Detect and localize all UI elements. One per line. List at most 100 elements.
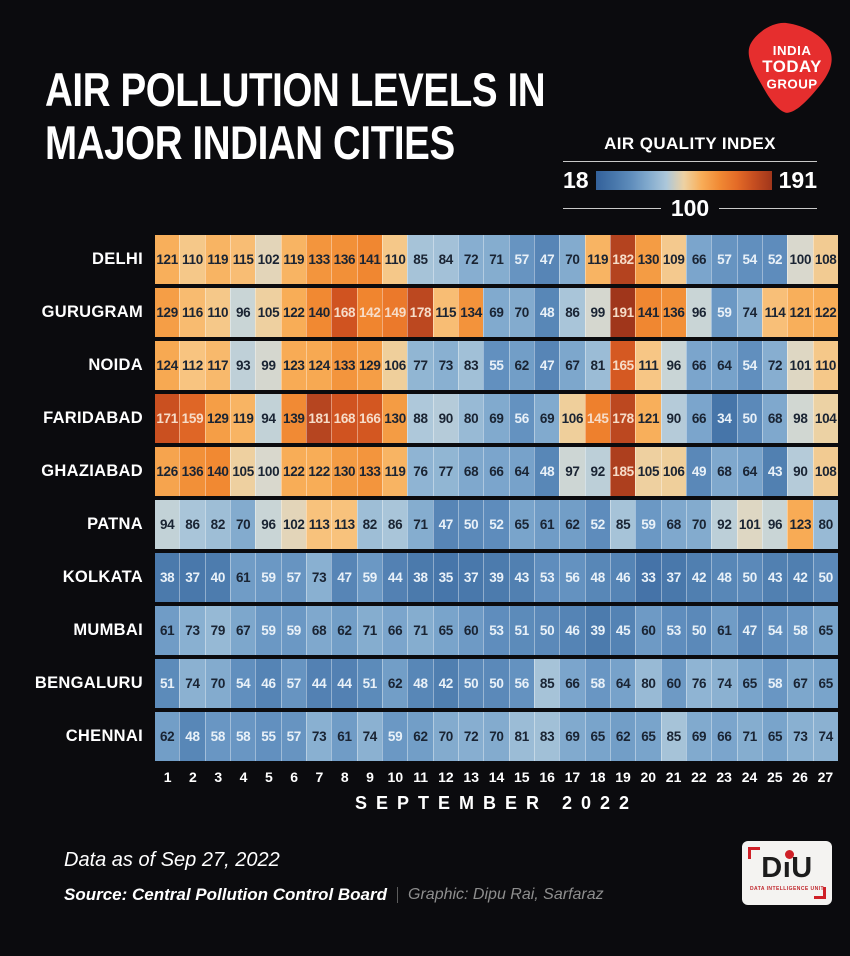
day-tick-label: 5 (264, 769, 273, 785)
heatmap-row: BENGALURU 51 74 70 54 46 57 44 44 51 62 48 42 50 50 56 8… (35, 659, 838, 708)
heatmap-row-cells: 129 116 110 96 105 122 140 168 142 149 178 115 134 69… (155, 288, 838, 337)
heatmap-cell: 85 (407, 235, 433, 284)
heatmap-cell: 71 (407, 606, 433, 655)
heatmap-cell: 108 (812, 235, 838, 284)
heatmap-cell: 136 (331, 235, 357, 284)
heatmap-cell: 105 (255, 288, 281, 337)
heatmap-cell: 65 (761, 712, 788, 761)
heatmap-cell: 70 (483, 712, 509, 761)
heatmap-cell: 58 (584, 659, 610, 708)
heatmap-cell: 61 (711, 606, 737, 655)
heatmap-cell: 136 (660, 288, 686, 337)
heatmap-cell: 53 (533, 553, 560, 602)
heatmap-cell: 141 (356, 235, 382, 284)
heatmap-cell: 71 (407, 500, 433, 549)
day-tick-label: 10 (387, 769, 404, 785)
heatmap-row-cells: 94 86 82 70 96 102 113 113 82 86 71 47 50 52 65 61 62 52 8… (155, 500, 838, 549)
heatmap-cell: 77 (407, 341, 433, 390)
heatmap-cell: 56 (559, 553, 585, 602)
heatmap-cell: 66 (559, 659, 585, 708)
heatmap-cell: 166 (356, 394, 382, 443)
heatmap-cell: 40 (204, 553, 230, 602)
heatmap-cell: 61 (155, 606, 180, 655)
day-tick-label: 23 (716, 769, 732, 785)
heatmap-cell: 83 (533, 712, 560, 761)
legend-mid-line-right (719, 208, 817, 209)
heatmap-cell: 111 (635, 341, 661, 390)
india-today-pick-icon (748, 22, 832, 113)
day-tick-label: 4 (239, 769, 248, 785)
heatmap-cell: 60 (457, 606, 484, 655)
aqi-legend: AIR QUALITY INDEX 18 191 100 (563, 134, 817, 220)
heatmap-cell: 96 (255, 500, 281, 549)
heatmap-cell: 38 (155, 553, 180, 602)
day-tick-label: 9 (366, 769, 374, 785)
heatmap-cell: 62 (407, 712, 433, 761)
heatmap-cell: 165 (609, 341, 636, 390)
heatmap-cell: 100 (255, 447, 281, 496)
heatmap-cell: 66 (685, 235, 712, 284)
heatmap-cell: 66 (685, 394, 712, 443)
heatmap-cell: 70 (685, 500, 712, 549)
heatmap-cell: 168 (331, 288, 357, 337)
day-tick-label: 14 (488, 769, 505, 785)
heatmap-row-cells: 124 112 117 93 99 123 124 133 129 106 77 73 83 55 62 47… (155, 341, 838, 390)
heatmap-cell: 59 (280, 606, 306, 655)
heatmap-cell: 83 (457, 341, 484, 390)
heatmap-cell: 59 (635, 500, 661, 549)
heatmap-cell: 72 (761, 341, 788, 390)
itg-logo-text-today: TODAY (762, 57, 822, 76)
day-tick-label: 8 (340, 769, 349, 785)
itg-logo-text-group: GROUP (767, 76, 818, 91)
heatmap-cell: 37 (179, 553, 205, 602)
heatmap-cell: 52 (483, 500, 509, 549)
day-tick-label: 19 (615, 769, 631, 785)
heatmap-cell: 50 (457, 500, 484, 549)
heatmap-row-cells: 126 136 140 105 100 122 122 130 133 119 76 77 68 66 64… (155, 447, 838, 496)
heatmap-cell: 122 (305, 447, 332, 496)
heatmap-cell: 101 (736, 500, 762, 549)
heatmap-cell: 119 (584, 235, 610, 284)
heatmap-cell: 47 (432, 500, 458, 549)
heatmap-cell: 70 (229, 500, 256, 549)
heatmap-cell: 142 (356, 288, 382, 337)
heatmap-cell: 74 (711, 659, 737, 708)
heatmap-cell: 88 (407, 394, 433, 443)
heatmap-cell: 178 (407, 288, 433, 337)
heatmap-cell: 55 (483, 341, 509, 390)
heatmap-cell: 129 (155, 288, 180, 337)
heatmap-cell: 64 (736, 447, 762, 496)
page-title: AIR POLLUTION LEVELS IN MAJOR INDIAN CIT… (45, 63, 546, 169)
heatmap-row: DELHI 121 110 119 115 102 119 133 136 141 110 85 84 7… (40, 235, 838, 284)
legend-color-gradient-bar (595, 171, 772, 190)
heatmap-cell: 119 (381, 447, 408, 496)
page-title-line2: MAJOR INDIAN CITIES (45, 115, 455, 169)
legend-mid-line-left (563, 208, 661, 209)
data-asof-note: Data as of Sep 27, 2022 (64, 849, 280, 871)
heatmap-cell: 124 (155, 341, 180, 390)
heatmap-cell: 65 (736, 659, 762, 708)
heatmap-cell: 90 (787, 447, 813, 496)
heatmap-cell: 73 (305, 712, 332, 761)
heatmap-cell: 99 (584, 288, 610, 337)
day-tick-label: 13 (463, 769, 479, 785)
heatmap-cell: 96 (229, 288, 256, 337)
heatmap-row: CHENNAI 62 48 58 58 55 57 73 61 74 59 62 70 72 70 81 83 6… (40, 712, 838, 761)
heatmap-cell: 96 (685, 288, 712, 337)
heatmap-cell: 74 (356, 712, 382, 761)
heatmap-cell: 141 (635, 288, 661, 337)
heatmap-cell: 67 (229, 606, 256, 655)
heatmap-cell: 94 (155, 500, 180, 549)
credit-divider (397, 887, 399, 903)
graphic-credit: Graphic: Dipu Rai, Sarfaraz (408, 886, 604, 903)
heatmap-cell: 121 (787, 288, 813, 337)
heatmap-cell: 52 (761, 235, 788, 284)
heatmap-cell: 64 (609, 659, 636, 708)
heatmap-cell: 90 (660, 394, 686, 443)
heatmap-cell: 124 (305, 341, 332, 390)
day-tick-label: 20 (640, 769, 657, 785)
heatmap-cell: 59 (255, 606, 281, 655)
heatmap-cell: 44 (381, 553, 408, 602)
heatmap-cell: 140 (305, 288, 332, 337)
heatmap-cell: 65 (584, 712, 610, 761)
